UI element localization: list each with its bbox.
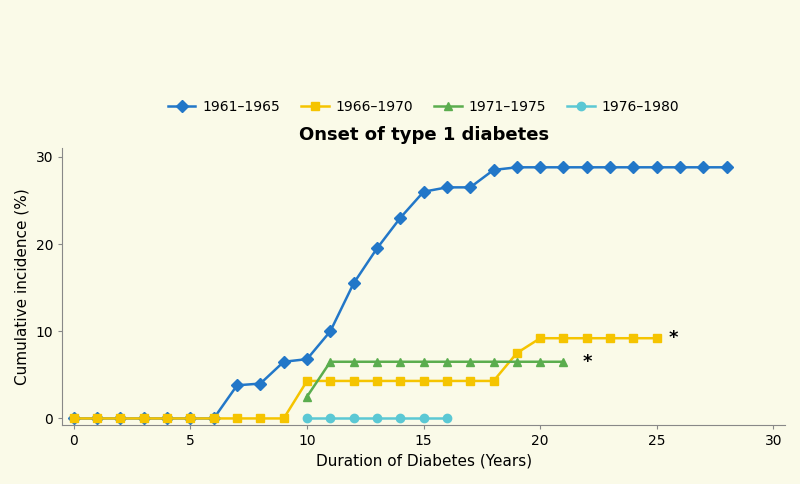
1976–1980 [419,416,429,422]
1976–1980 [302,416,312,422]
1966–1970 [582,335,592,341]
1961–1965 [92,416,102,422]
1966–1970 [162,416,172,422]
1966–1970 [92,416,102,422]
1966–1970 [349,378,358,384]
1976–1980 [326,416,335,422]
Line: 1976–1980: 1976–1980 [303,414,451,423]
1966–1970 [116,416,126,422]
1961–1965 [279,359,289,364]
1976–1980 [349,416,358,422]
1971–1975 [349,359,358,364]
1961–1965 [558,165,568,170]
1961–1965 [675,165,685,170]
1961–1965 [162,416,172,422]
Text: *: * [582,353,592,371]
1961–1965 [186,416,195,422]
1961–1965 [232,382,242,388]
1971–1975 [512,359,522,364]
1961–1965 [372,245,382,251]
1961–1965 [139,416,149,422]
Title: Onset of type 1 diabetes: Onset of type 1 diabetes [298,126,549,144]
1961–1965 [349,280,358,286]
Line: 1971–1975: 1971–1975 [303,358,568,401]
1961–1965 [722,165,731,170]
1966–1970 [558,335,568,341]
1966–1970 [512,350,522,356]
1966–1970 [255,416,265,422]
1966–1970 [606,335,615,341]
1961–1965 [512,165,522,170]
1961–1965 [395,215,405,221]
1961–1965 [489,167,498,173]
1961–1965 [255,380,265,386]
1961–1965 [302,356,312,362]
1961–1965 [69,416,78,422]
1961–1965 [209,416,218,422]
1966–1970 [209,416,218,422]
1971–1975 [558,359,568,364]
Line: 1961–1965: 1961–1965 [70,163,731,423]
1976–1980 [372,416,382,422]
1976–1980 [395,416,405,422]
1966–1970 [442,378,452,384]
1961–1965 [698,165,708,170]
Text: *: * [669,329,678,347]
1966–1970 [372,378,382,384]
1961–1965 [442,184,452,190]
1961–1965 [116,416,126,422]
1966–1970 [629,335,638,341]
1961–1965 [419,189,429,195]
1971–1975 [302,394,312,400]
X-axis label: Duration of Diabetes (Years): Duration of Diabetes (Years) [315,454,532,469]
1966–1970 [395,378,405,384]
1971–1975 [419,359,429,364]
1976–1980 [442,416,452,422]
1966–1970 [232,416,242,422]
1966–1970 [186,416,195,422]
1961–1965 [466,184,475,190]
1966–1970 [69,416,78,422]
1966–1970 [326,378,335,384]
1966–1970 [489,378,498,384]
1961–1965 [535,165,545,170]
1961–1965 [606,165,615,170]
1961–1965 [582,165,592,170]
Legend: 1961–1965, 1966–1970, 1971–1975, 1976–1980: 1961–1965, 1966–1970, 1971–1975, 1976–19… [162,94,685,119]
1971–1975 [442,359,452,364]
1966–1970 [466,378,475,384]
1966–1970 [139,416,149,422]
1971–1975 [372,359,382,364]
1971–1975 [466,359,475,364]
1971–1975 [489,359,498,364]
1966–1970 [535,335,545,341]
1971–1975 [395,359,405,364]
1961–1965 [652,165,662,170]
1961–1965 [629,165,638,170]
Line: 1966–1970: 1966–1970 [70,334,661,423]
Y-axis label: Cumulative incidence (%): Cumulative incidence (%) [15,188,30,385]
1971–1975 [535,359,545,364]
1971–1975 [326,359,335,364]
1966–1970 [279,416,289,422]
1961–1965 [326,328,335,334]
1966–1970 [302,378,312,384]
1966–1970 [419,378,429,384]
1966–1970 [652,335,662,341]
